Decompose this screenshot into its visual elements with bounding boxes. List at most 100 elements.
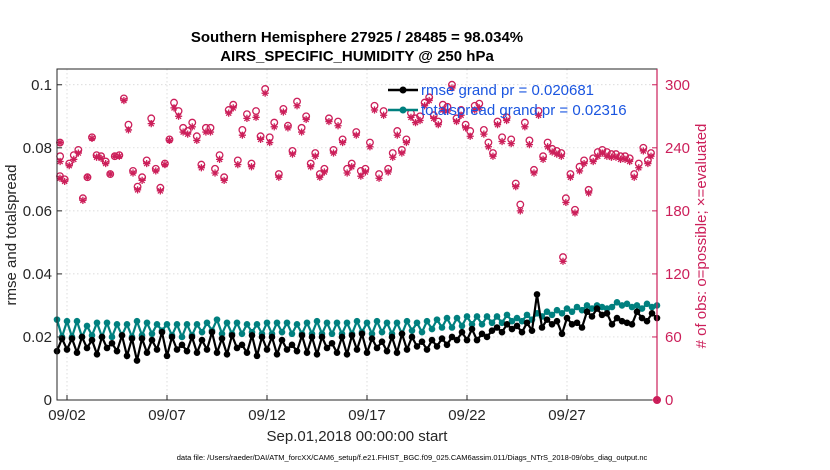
rmse-point bbox=[223, 350, 231, 358]
obs-evaluated-marker bbox=[484, 143, 493, 151]
obs-evaluated-marker bbox=[471, 106, 479, 114]
left-tick-label: 0.06 bbox=[23, 203, 52, 220]
totalspread-point bbox=[403, 317, 411, 325]
obs-evaluated-marker bbox=[261, 89, 269, 97]
obs-evaluated-marker bbox=[102, 159, 110, 168]
totalspread-point bbox=[203, 319, 211, 327]
obs-evaluated-marker bbox=[589, 157, 597, 166]
totalspread-point bbox=[143, 319, 151, 327]
obs-evaluated-marker bbox=[179, 128, 187, 136]
obs-evaluated-marker bbox=[525, 141, 534, 149]
rmse-point bbox=[278, 336, 286, 344]
rmse-point bbox=[208, 328, 216, 336]
obs-evaluated-marker bbox=[225, 109, 233, 117]
obs-evaluated-marker bbox=[184, 130, 192, 138]
obs-evaluated-marker bbox=[147, 120, 155, 128]
obs-evaluated-marker bbox=[311, 152, 319, 160]
totalspread-point bbox=[543, 308, 551, 316]
obs-evaluated-marker bbox=[284, 124, 292, 132]
obs-evaluated-marker bbox=[56, 157, 64, 166]
totalspread-point bbox=[508, 317, 516, 325]
right-tick-label: 60 bbox=[665, 329, 682, 346]
totalspread-point bbox=[623, 300, 631, 308]
rmse-point bbox=[353, 346, 361, 353]
obs-evaluated-marker bbox=[220, 176, 228, 184]
totalspread-point bbox=[603, 305, 611, 312]
obs-evaluated-marker bbox=[143, 159, 151, 168]
rmse-point bbox=[243, 349, 251, 357]
legend-rmse-marker bbox=[399, 86, 407, 94]
right-tick-label: 240 bbox=[665, 140, 690, 157]
rmse-point bbox=[373, 344, 381, 352]
obs-evaluated-marker bbox=[644, 159, 652, 168]
obs-evaluated-marker bbox=[398, 149, 406, 157]
rmse-point bbox=[163, 352, 171, 360]
rmse-point bbox=[203, 346, 211, 353]
obs-evaluated-marker bbox=[234, 161, 242, 169]
rmse-point bbox=[58, 335, 66, 342]
x-axis-label: Sep.01,2018 00:00:00 start bbox=[267, 428, 449, 445]
obs-evaluated-marker bbox=[188, 123, 196, 131]
rmse-point bbox=[583, 308, 591, 316]
totalspread-point bbox=[463, 313, 471, 320]
totalspread-point bbox=[408, 327, 416, 334]
obs-evaluated-marker bbox=[170, 104, 178, 112]
rmse-point bbox=[628, 321, 636, 328]
obs-evaluated-marker bbox=[111, 152, 119, 160]
obs-evaluated-marker bbox=[607, 153, 616, 161]
obs-evaluated-marker bbox=[480, 130, 488, 138]
obs-evaluated-marker bbox=[389, 153, 397, 161]
totalspread-point bbox=[583, 302, 591, 309]
rmse-point bbox=[588, 313, 596, 320]
obs-evaluated-marker bbox=[229, 104, 237, 112]
obs-evaluated-marker bbox=[129, 169, 137, 177]
totalspread-point bbox=[578, 306, 586, 314]
rmse-point bbox=[263, 346, 271, 353]
rmse-point bbox=[293, 347, 301, 355]
obs-evaluated-marker bbox=[630, 173, 638, 181]
totalspread-point bbox=[613, 298, 621, 306]
rmse-point bbox=[153, 346, 161, 353]
right-tick-label: 180 bbox=[665, 203, 690, 220]
obs-evaluated-marker bbox=[452, 117, 461, 126]
rmse-point bbox=[128, 335, 136, 342]
totalspread-point bbox=[548, 311, 556, 319]
obs-evaluated-marker bbox=[88, 134, 96, 142]
obs-evaluated-marker bbox=[288, 150, 297, 158]
rmse-point bbox=[598, 311, 606, 319]
totalspread-point bbox=[643, 300, 651, 308]
totalspread-point bbox=[343, 319, 351, 327]
obs-evaluated-marker bbox=[544, 143, 552, 151]
obs-evaluated-marker bbox=[430, 114, 438, 122]
totalspread-point bbox=[473, 313, 481, 320]
legend-spread-label: totalspread grand pr = 0.02316 bbox=[421, 102, 627, 119]
obs-evaluated-marker bbox=[571, 209, 579, 217]
totalspread-point bbox=[383, 319, 391, 327]
y-axis-label-left: rmse and totalspread bbox=[3, 165, 20, 306]
totalspread-point bbox=[233, 319, 241, 327]
totalspread-point bbox=[418, 328, 426, 336]
rmse-point bbox=[198, 336, 206, 344]
totalspread-point bbox=[638, 305, 646, 312]
obs-evaluated-marker bbox=[553, 150, 561, 158]
data-file-footnote: data file: /Users/raeder/DAI/ATM_forcXX/… bbox=[177, 453, 648, 462]
rmse-point bbox=[378, 338, 386, 345]
totalspread-point bbox=[133, 317, 141, 325]
left-tick-label: 0.04 bbox=[23, 266, 52, 283]
totalspread-point bbox=[628, 303, 636, 311]
obs-evaluated-marker bbox=[238, 131, 246, 139]
totalspread-point bbox=[198, 328, 206, 336]
obs-evaluated-marker bbox=[598, 149, 606, 157]
right-tick-label: 120 bbox=[665, 266, 690, 283]
rmse-point bbox=[123, 352, 131, 360]
obs-evaluated-marker bbox=[339, 138, 347, 147]
rmse-point bbox=[633, 308, 641, 316]
totalspread-point bbox=[153, 321, 161, 328]
obs-evaluated-marker bbox=[498, 137, 506, 146]
rmse-point bbox=[368, 335, 376, 342]
rmse-point bbox=[138, 335, 146, 342]
totalspread-point bbox=[363, 319, 371, 327]
rmse-point bbox=[393, 349, 401, 357]
obs-evaluated-marker bbox=[215, 155, 224, 163]
obs-evaluated-marker bbox=[370, 106, 379, 114]
